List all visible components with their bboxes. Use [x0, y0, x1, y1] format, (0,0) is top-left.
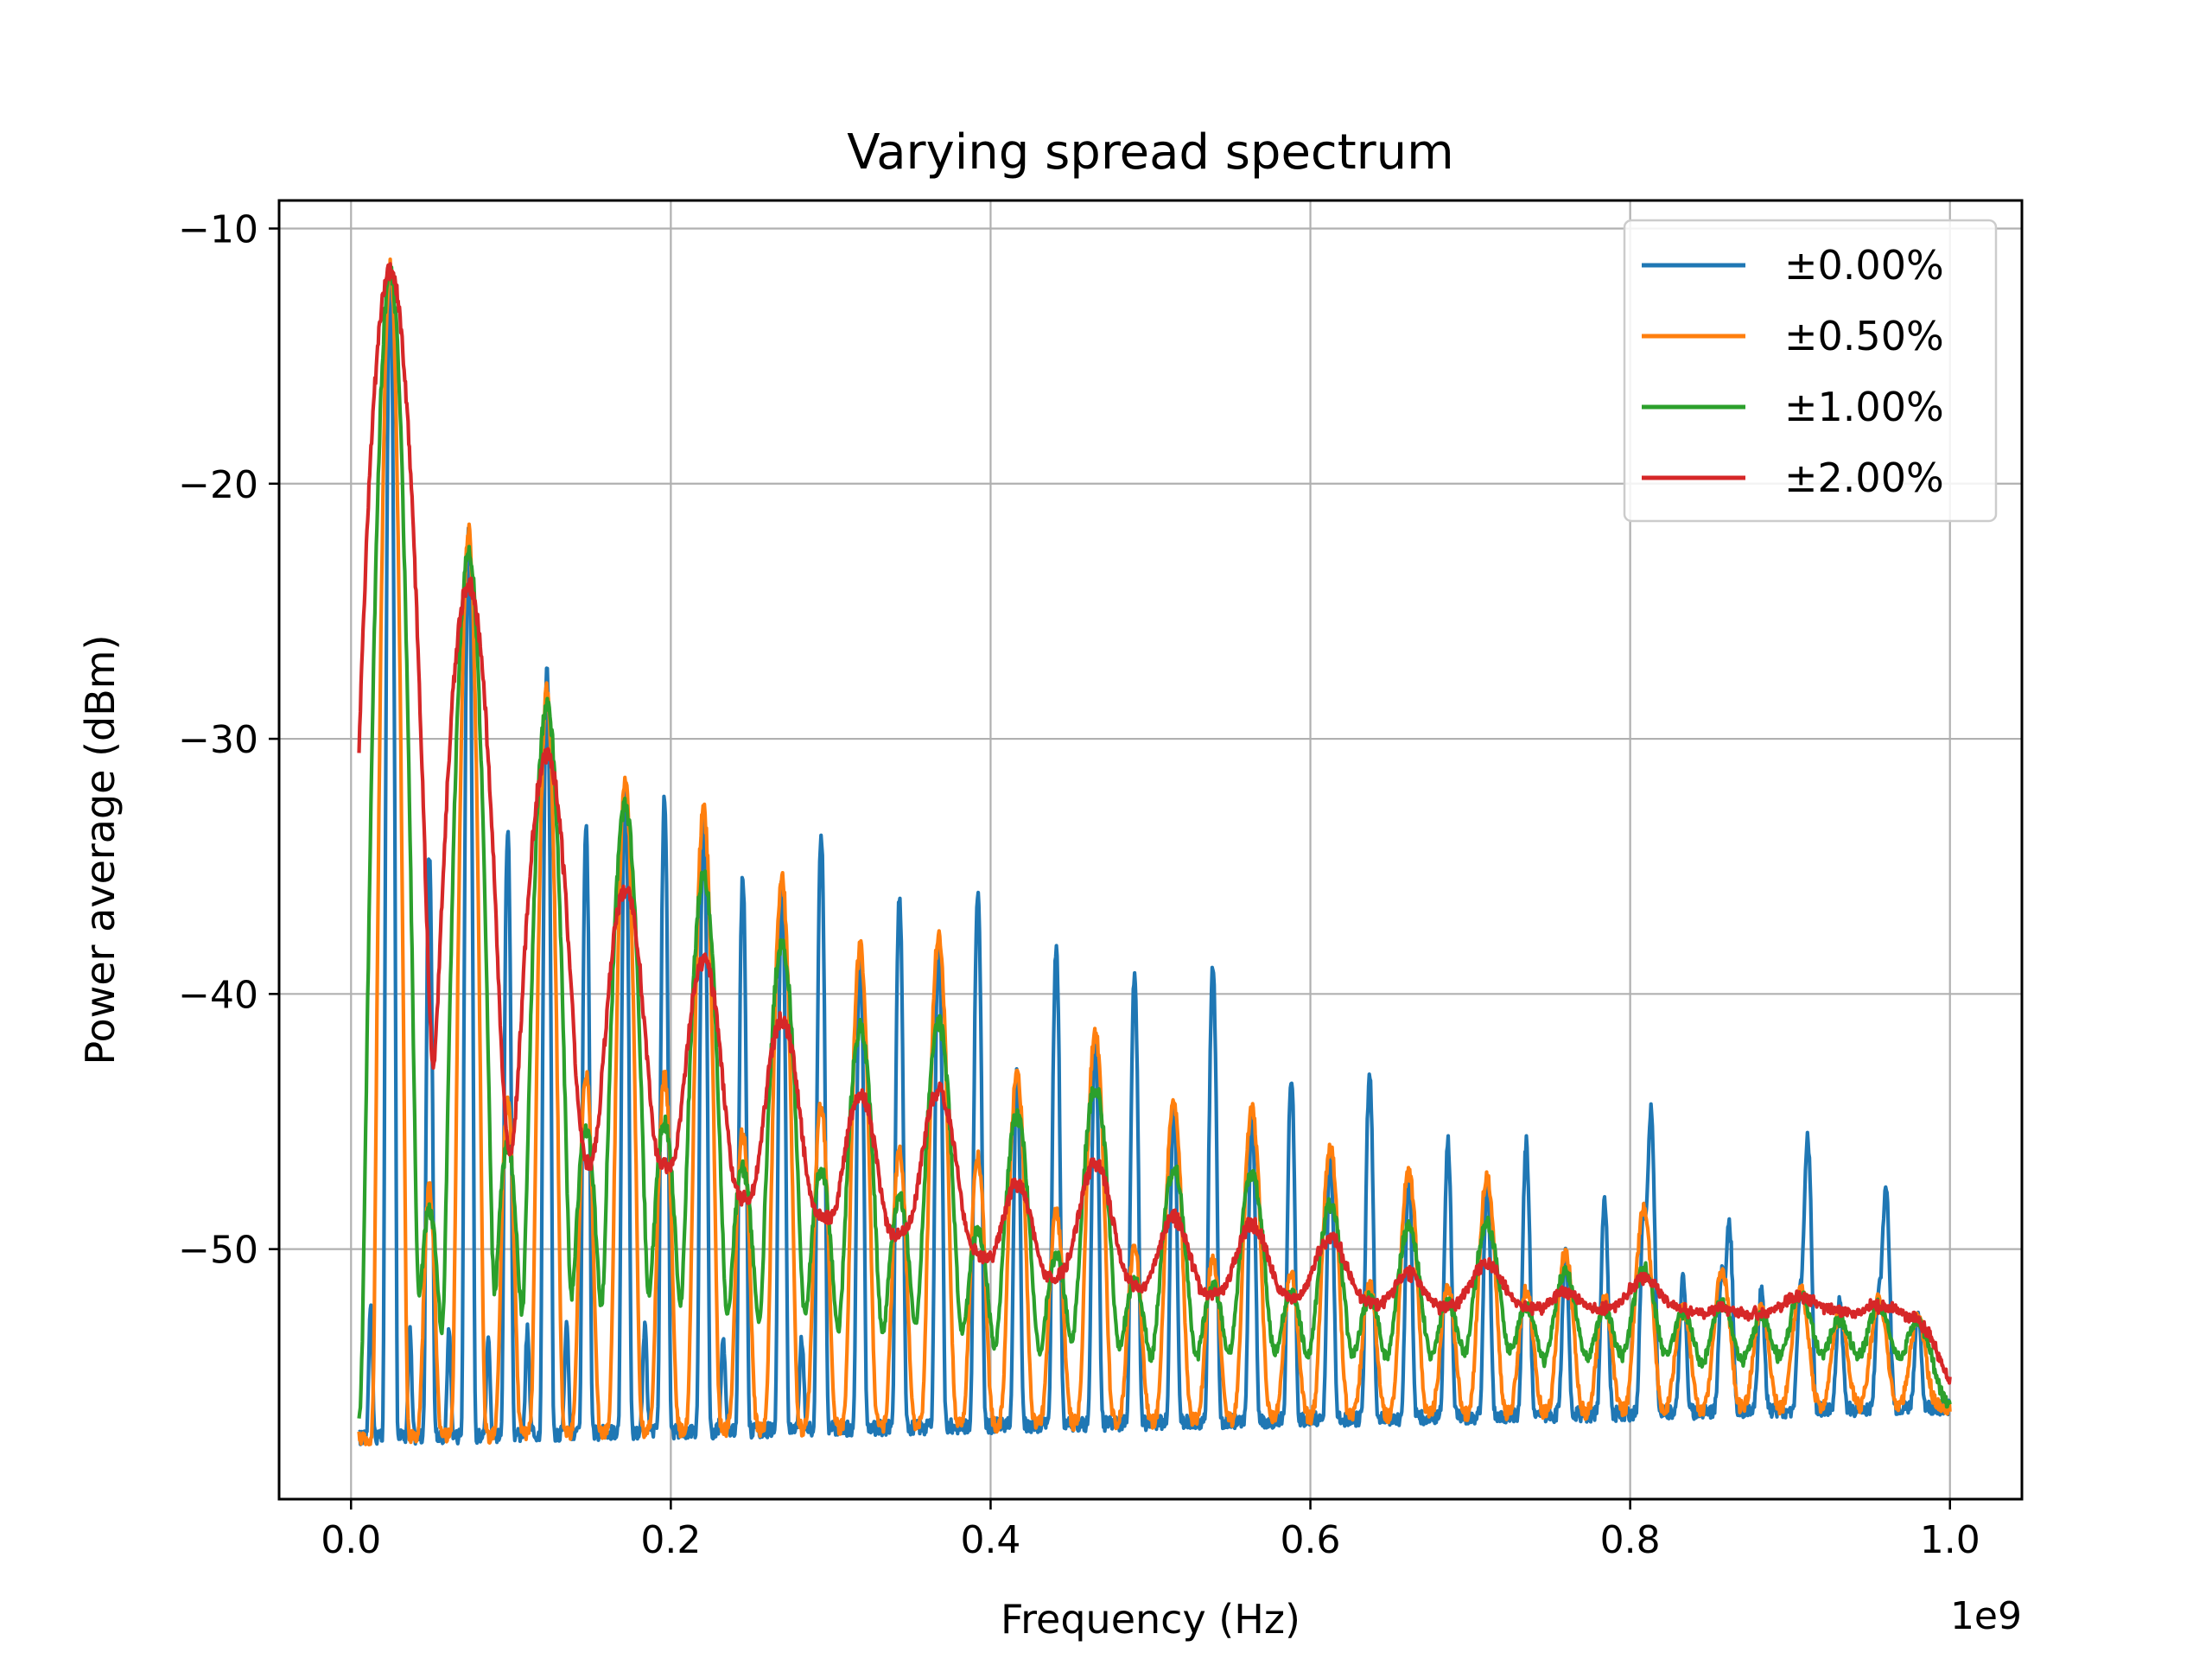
- x-tick-label: 0.6: [1281, 1518, 1341, 1562]
- x-tick-label: 1.0: [1920, 1518, 1980, 1562]
- x-tick-label: 0.0: [321, 1518, 381, 1562]
- y-axis-title: Power average (dBm): [77, 634, 124, 1065]
- legend-box: [1623, 219, 1998, 523]
- legend: ±0.00% ±0.50% ±1.00% ±2.00%: [1623, 219, 1998, 523]
- axis-ticks: 0.0 0.2 0.4 0.6 0.8 1.0 −10 −20 −30 −40 −50: [178, 207, 1980, 1562]
- y-tick-label: −40: [178, 973, 258, 1017]
- y-tick-label: −10: [178, 207, 258, 251]
- y-tick-label: −50: [178, 1229, 258, 1273]
- y-tick-label: −20: [178, 463, 258, 507]
- series-lines: [357, 257, 1952, 1447]
- x-axis-title: Frequency (Hz): [1001, 1596, 1300, 1643]
- x-axis-offset-label: 1e9: [1950, 1594, 2022, 1638]
- plot-frame: [277, 199, 2024, 1501]
- y-tick-label: −30: [178, 718, 258, 762]
- legend-label: ±0.00%: [1784, 242, 1944, 289]
- x-tick-label: 0.8: [1600, 1518, 1661, 1562]
- chart-title: Varying spread spectrum: [847, 124, 1453, 181]
- legend-label: ±1.00%: [1784, 384, 1944, 430]
- legend-label: ±0.50%: [1784, 313, 1944, 359]
- x-tick-label: 0.2: [640, 1518, 701, 1562]
- legend-label: ±2.00%: [1784, 454, 1944, 501]
- x-tick-label: 0.4: [960, 1518, 1020, 1562]
- series-line: [357, 262, 1952, 1385]
